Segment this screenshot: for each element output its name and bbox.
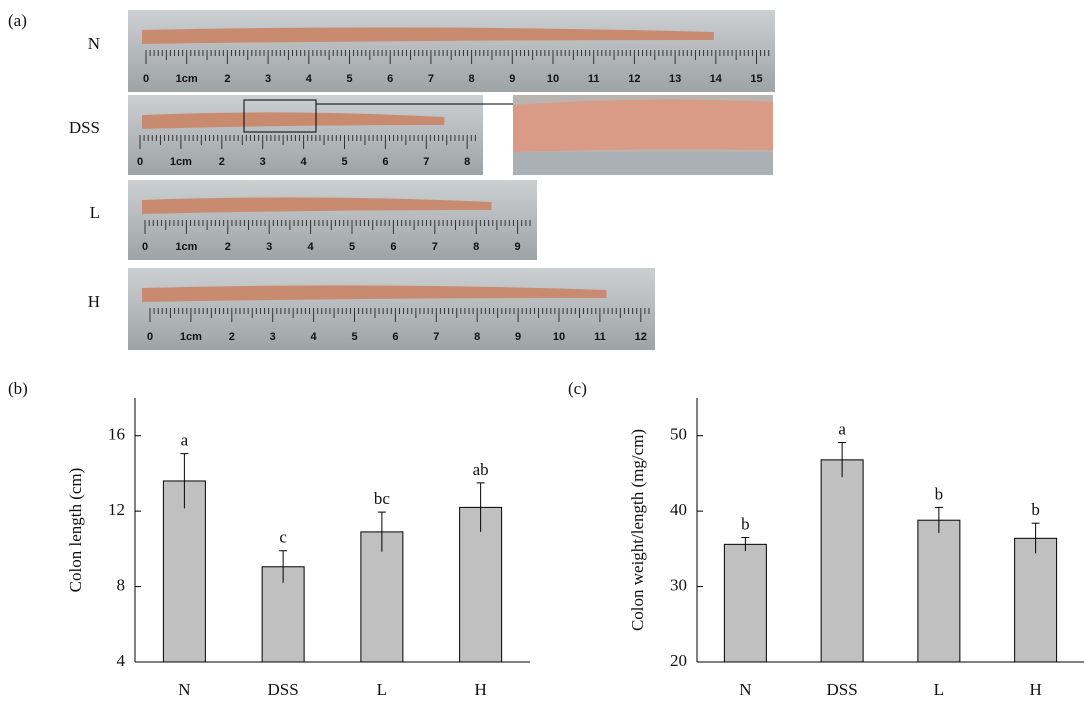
ruler-label: 7 <box>428 73 434 85</box>
ruler-label: 2 <box>224 73 230 85</box>
ruler-label: 0 <box>137 156 143 168</box>
row-label: DSS <box>69 118 100 137</box>
x-tick-label: DSS <box>827 680 858 699</box>
y-tick-label: 30 <box>670 575 687 594</box>
significance-label: a <box>181 431 189 450</box>
ruler-label: 6 <box>390 241 396 253</box>
y-tick-label: 4 <box>117 651 126 670</box>
ruler-label: 9 <box>515 241 521 253</box>
y-tick-label: 50 <box>670 425 687 444</box>
ruler-label: 2 <box>225 241 231 253</box>
ruler-label: 7 <box>423 156 429 168</box>
ruler-label: 4 <box>301 156 308 168</box>
panel-label: (a) <box>8 11 27 30</box>
ruler-label: 1cm <box>175 241 197 253</box>
ruler-label: 6 <box>382 156 388 168</box>
significance-label: bc <box>374 489 391 508</box>
ruler-label: 0 <box>143 73 149 85</box>
y-tick-label: 12 <box>108 500 125 519</box>
y-tick-label: 16 <box>108 425 125 444</box>
ruler-label: 8 <box>469 73 475 85</box>
y-tick-label: 8 <box>117 575 126 594</box>
y-tick-label: 40 <box>670 500 687 519</box>
ruler-label: 12 <box>628 73 640 85</box>
ruler-label: 2 <box>219 156 225 168</box>
ruler-label: 9 <box>515 331 521 343</box>
x-tick-label: H <box>474 680 486 699</box>
x-tick-label: DSS <box>268 680 299 699</box>
ruler-label: 1cm <box>180 331 202 343</box>
ruler-label: 3 <box>265 73 271 85</box>
ruler-label: 4 <box>308 241 315 253</box>
ruler-label: 0 <box>142 241 148 253</box>
ruler-label: 5 <box>349 241 355 253</box>
row-label: L <box>90 203 100 222</box>
ruler-label: 8 <box>474 331 480 343</box>
bar <box>821 460 863 662</box>
y-axis-label: Colon length (cm) <box>66 468 85 593</box>
ruler-label: 1cm <box>170 156 192 168</box>
x-tick-label: H <box>1029 680 1041 699</box>
x-tick-label: L <box>377 680 387 699</box>
ruler-label: 10 <box>547 73 559 85</box>
panel-label: (c) <box>568 379 587 398</box>
ruler-label: 8 <box>464 156 470 168</box>
ruler-label: 0 <box>147 331 153 343</box>
ruler-label: 4 <box>306 73 313 85</box>
ruler-label: 10 <box>553 331 565 343</box>
ruler-label: 5 <box>346 73 352 85</box>
significance-label: b <box>1031 500 1040 519</box>
ruler-label: 8 <box>473 241 479 253</box>
significance-label: c <box>279 528 287 547</box>
ruler-label: 3 <box>270 331 276 343</box>
ruler-label: 1cm <box>176 73 198 85</box>
x-tick-label: N <box>739 680 751 699</box>
ruler-label: 11 <box>588 73 600 85</box>
page: (a) N 0 1cm 2 3 4 5 6 7 8 9 10 11 12 13 14 15 DSS 0 1cm 2 3 4 5 6… <box>0 0 1084 704</box>
significance-label: b <box>935 484 944 503</box>
ruler-label: 7 <box>432 241 438 253</box>
x-tick-label: N <box>178 680 190 699</box>
ruler-label: 5 <box>351 331 357 343</box>
ruler-label: 15 <box>750 73 762 85</box>
significance-label: b <box>741 514 750 533</box>
bar <box>1015 538 1057 662</box>
ruler-label: 13 <box>669 73 681 85</box>
y-tick-label: 20 <box>670 651 687 670</box>
ruler-label: 3 <box>260 156 266 168</box>
ruler-label: 6 <box>392 331 398 343</box>
ruler-label: 5 <box>341 156 347 168</box>
panel-label: (b) <box>8 379 28 398</box>
ruler-label: 3 <box>266 241 272 253</box>
ruler-label: 7 <box>433 331 439 343</box>
bar <box>918 520 960 662</box>
ruler-label: 12 <box>635 331 647 343</box>
row-label: N <box>88 34 100 53</box>
y-axis-label: Colon weight/length (mg/cm) <box>628 429 647 631</box>
x-tick-label: L <box>934 680 944 699</box>
significance-label: ab <box>473 460 489 479</box>
panel-a: (a) N 0 1cm 2 3 4 5 6 7 8 9 10 11 12 13 14 15 DSS 0 1cm 2 3 4 5 6… <box>8 10 775 350</box>
bar <box>724 544 766 662</box>
ruler-label: 9 <box>509 73 515 85</box>
ruler-label: 4 <box>311 331 318 343</box>
significance-label: a <box>838 419 846 438</box>
ruler-label: 11 <box>594 331 606 343</box>
ruler-label: 14 <box>710 73 723 85</box>
row-label: H <box>88 292 100 311</box>
ruler-label: 6 <box>387 73 393 85</box>
ruler-label: 2 <box>229 331 235 343</box>
figure: (a) N 0 1cm 2 3 4 5 6 7 8 9 10 11 12 13 14 15 DSS 0 1cm 2 3 4 5 6… <box>0 0 1084 704</box>
